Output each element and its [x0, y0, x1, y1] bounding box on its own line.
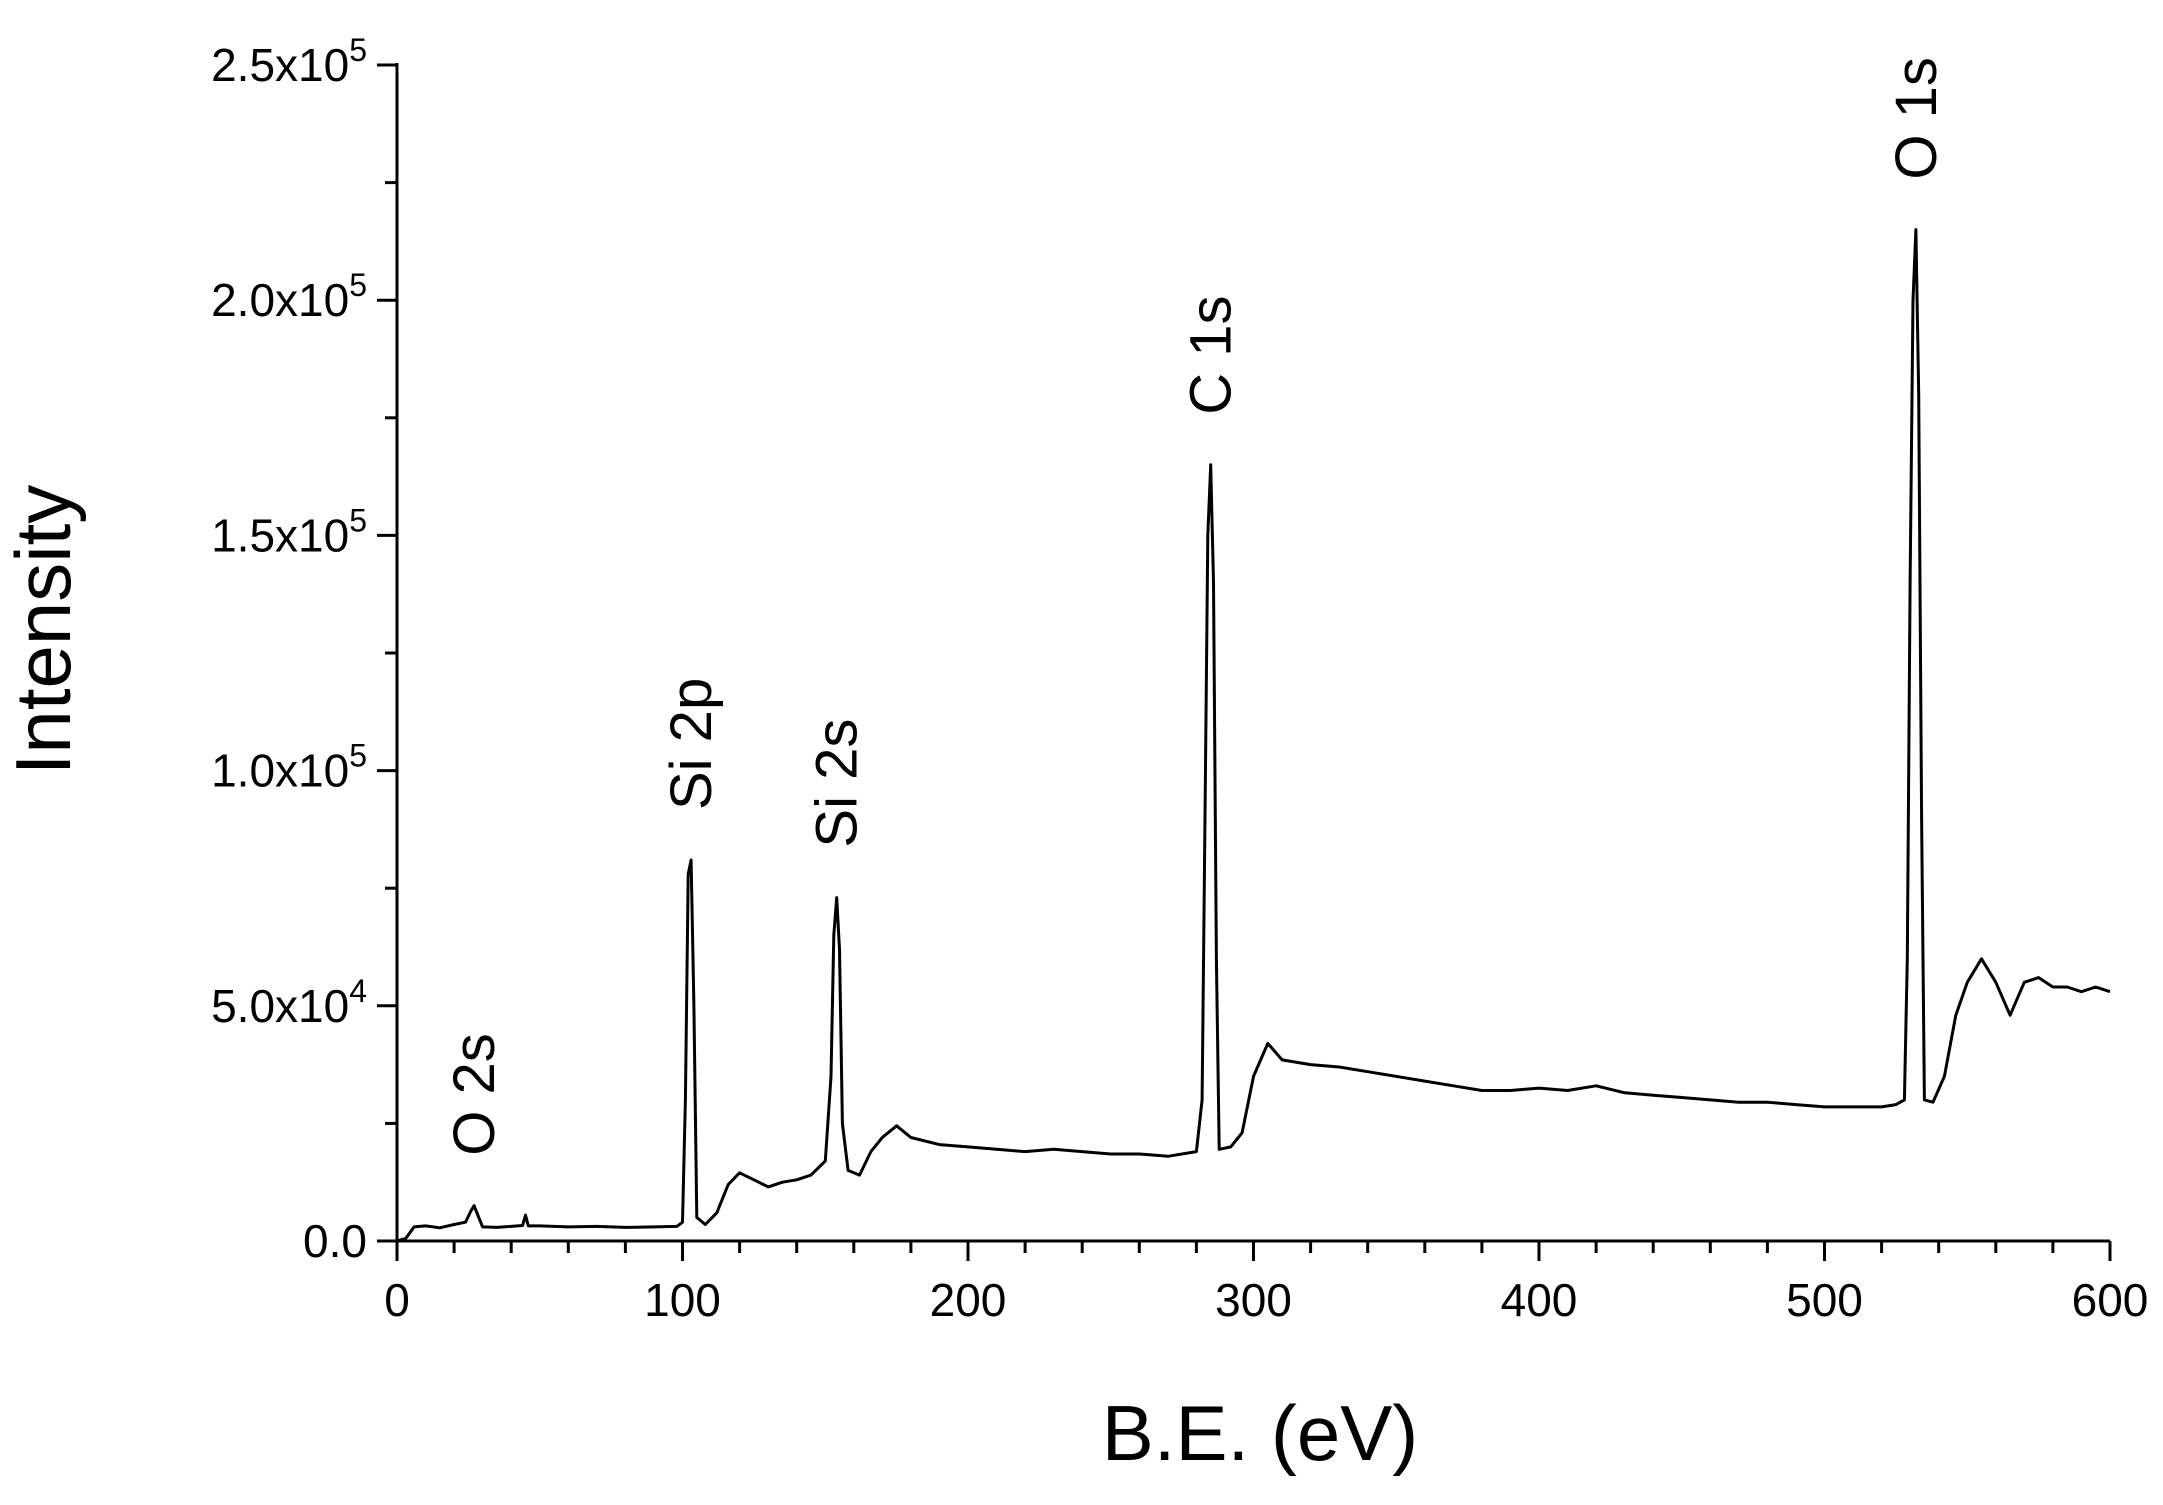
y-tick-label: 1.5x105	[211, 502, 367, 561]
y-tick-label: 2.0x105	[211, 267, 367, 326]
peak-label: Si 2s	[805, 719, 870, 848]
x-tick-label: 300	[1215, 1274, 1292, 1326]
y-tick-label: 0.0	[303, 1215, 367, 1267]
y-tick-label: 2.5x105	[211, 32, 367, 91]
x-tick-label: 600	[2072, 1274, 2149, 1326]
series-layer	[396, 228, 2111, 1243]
x-tick-label: 0	[384, 1274, 410, 1326]
spectrum-line	[396, 228, 2111, 1243]
peak-labels: O 2s Si 2p Si 2s C 1s O 1s	[442, 57, 1949, 1156]
y-tick-label: 1.0x105	[211, 738, 367, 797]
y-tick-label: 5.0x104	[211, 973, 367, 1032]
x-axis: 0 100 200 300 400 500 600	[384, 1239, 2149, 1326]
peak-label: C 1s	[1179, 296, 1244, 415]
x-tick-label: 200	[930, 1274, 1007, 1326]
peak-label: O 2s	[442, 1033, 507, 1156]
peak-label: O 1s	[1884, 57, 1949, 180]
y-axis: 0.0 5.0x104 1.0x105 1.5x105 2.0x105 2.5x105	[211, 32, 399, 1267]
y-axis-title: Intensity	[0, 485, 87, 775]
x-tick-label: 500	[1786, 1274, 1863, 1326]
x-axis-title: B.E. (eV)	[1102, 1389, 1418, 1477]
x-tick-label: 400	[1501, 1274, 1578, 1326]
x-tick-label: 100	[644, 1274, 721, 1326]
peak-label: Si 2p	[659, 678, 724, 810]
